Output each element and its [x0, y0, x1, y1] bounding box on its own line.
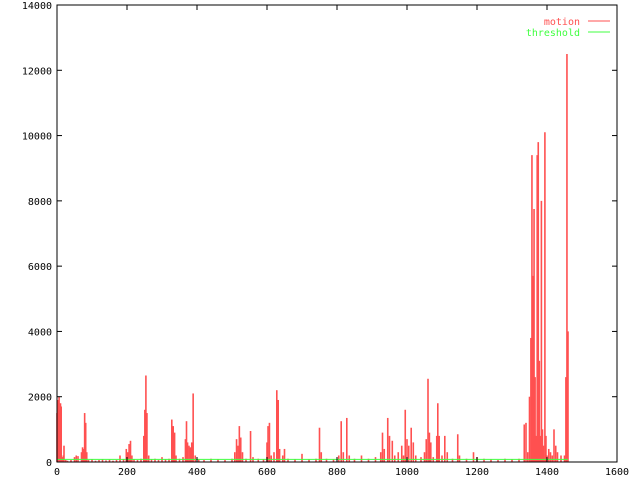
- x-tick-label: 200: [118, 467, 136, 478]
- x-tick-label: 0: [54, 467, 60, 478]
- x-tick-label: 1200: [465, 467, 489, 478]
- x-tick-label: 600: [258, 467, 276, 478]
- y-tick-label: 12000: [22, 66, 52, 77]
- x-tick-label: 400: [188, 467, 206, 478]
- y-tick-label: 10000: [22, 132, 52, 143]
- legend-label-motion: motion: [544, 17, 580, 28]
- legend-label-threshold: threshold: [526, 28, 580, 39]
- x-tick-label: 1400: [535, 467, 559, 478]
- y-tick-label: 2000: [28, 393, 52, 404]
- y-tick-label: 8000: [28, 197, 52, 208]
- y-tick-label: 14000: [22, 1, 52, 12]
- y-tick-label: 0: [46, 458, 52, 469]
- x-tick-label: 1600: [605, 467, 629, 478]
- x-tick-label: 800: [328, 467, 346, 478]
- y-tick-label: 6000: [28, 262, 52, 273]
- y-tick-label: 4000: [28, 327, 52, 338]
- x-tick-label: 1000: [395, 467, 419, 478]
